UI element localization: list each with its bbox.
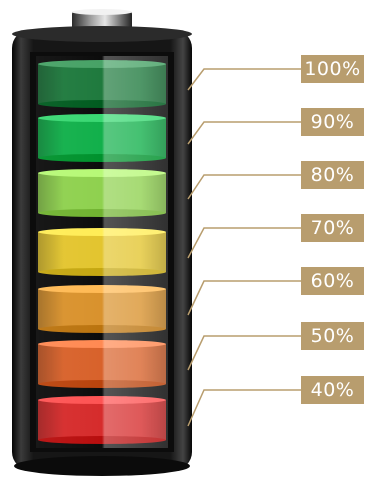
- level-label-80: 80%: [301, 161, 364, 189]
- level-label-90: 90%: [301, 108, 364, 136]
- leader-lines: [187, 68, 301, 427]
- leader-line-50: [187, 335, 301, 371]
- glass-highlight: [36, 56, 168, 448]
- level-label-100: 100%: [301, 55, 364, 83]
- level-label-60: 60%: [301, 267, 364, 295]
- leader-line-90: [187, 121, 301, 145]
- level-label-70: 70%: [301, 214, 364, 242]
- leader-line-40: [187, 389, 301, 427]
- leader-line-80: [187, 174, 301, 200]
- leader-line-70: [187, 227, 301, 259]
- leader-line-60: [187, 280, 301, 316]
- level-label-40: 40%: [301, 376, 364, 404]
- leader-line-100: [187, 68, 301, 91]
- level-label-50: 50%: [301, 322, 364, 350]
